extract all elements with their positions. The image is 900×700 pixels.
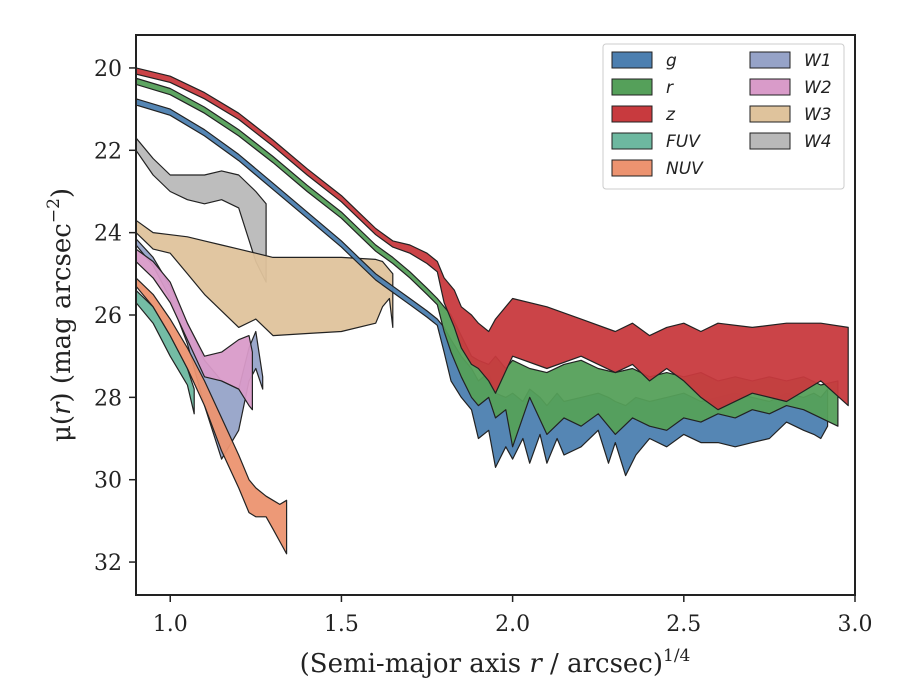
legend-swatch-w4: [749, 132, 791, 150]
legend-label-w2: W2: [804, 78, 832, 98]
band-z: [136, 67, 849, 411]
y-tick-label: 24: [94, 222, 122, 247]
y-axis-label: μ(r) (mag arcsec−2): [44, 188, 77, 442]
x-tick-label: 2.5: [666, 612, 701, 637]
y-tick-label: 32: [94, 551, 122, 576]
x-axis-ticks: 1.0 1.5 2.0 2.5 3.0: [153, 595, 873, 637]
y-tick-label: 30: [94, 469, 122, 494]
x-tick-label: 3.0: [838, 612, 873, 637]
x-tick-label: 1.5: [324, 612, 359, 637]
legend-label-w3: W3: [804, 105, 832, 125]
y-tick-label: 20: [94, 57, 122, 82]
legend-label-w4: W4: [804, 132, 832, 152]
legend-label-g: g: [666, 51, 677, 71]
x-axis-label: (Semi-major axis r / arcsec)1/4: [300, 646, 691, 679]
y-tick-label: 22: [94, 139, 122, 164]
legend-swatch-r: [611, 78, 653, 96]
y-tick-label: 26: [94, 304, 122, 329]
legend-swatch-g: [611, 51, 653, 69]
band-nuv: [136, 277, 288, 555]
y-axis-ticks: 20 22 24 26 28 30 32: [94, 57, 136, 576]
legend-label-r: r: [666, 78, 674, 98]
y-tick-label: 28: [94, 386, 122, 411]
legend-swatch-fuv: [611, 132, 653, 150]
x-tick-label: 1.0: [153, 612, 188, 637]
legend-swatch-w1: [749, 51, 791, 69]
legend-label-w1: W1: [804, 51, 832, 71]
legend-swatch-w2: [749, 78, 791, 96]
band-w3: [136, 219, 394, 337]
legend-label-nuv: NUV: [666, 159, 704, 179]
legend-swatch-z: [611, 105, 653, 123]
legend-swatch-w3: [749, 105, 791, 123]
legend-label-fuv: FUV: [666, 132, 701, 152]
legend-label-z: z: [665, 105, 676, 125]
band-w2: [136, 248, 253, 411]
legend: grz FUV NUV W1 W2 W3 W4: [602, 43, 845, 190]
legend-swatch-nuv: [611, 159, 653, 177]
profile-bands: [136, 67, 849, 555]
x-tick-label: 2.0: [495, 612, 530, 637]
